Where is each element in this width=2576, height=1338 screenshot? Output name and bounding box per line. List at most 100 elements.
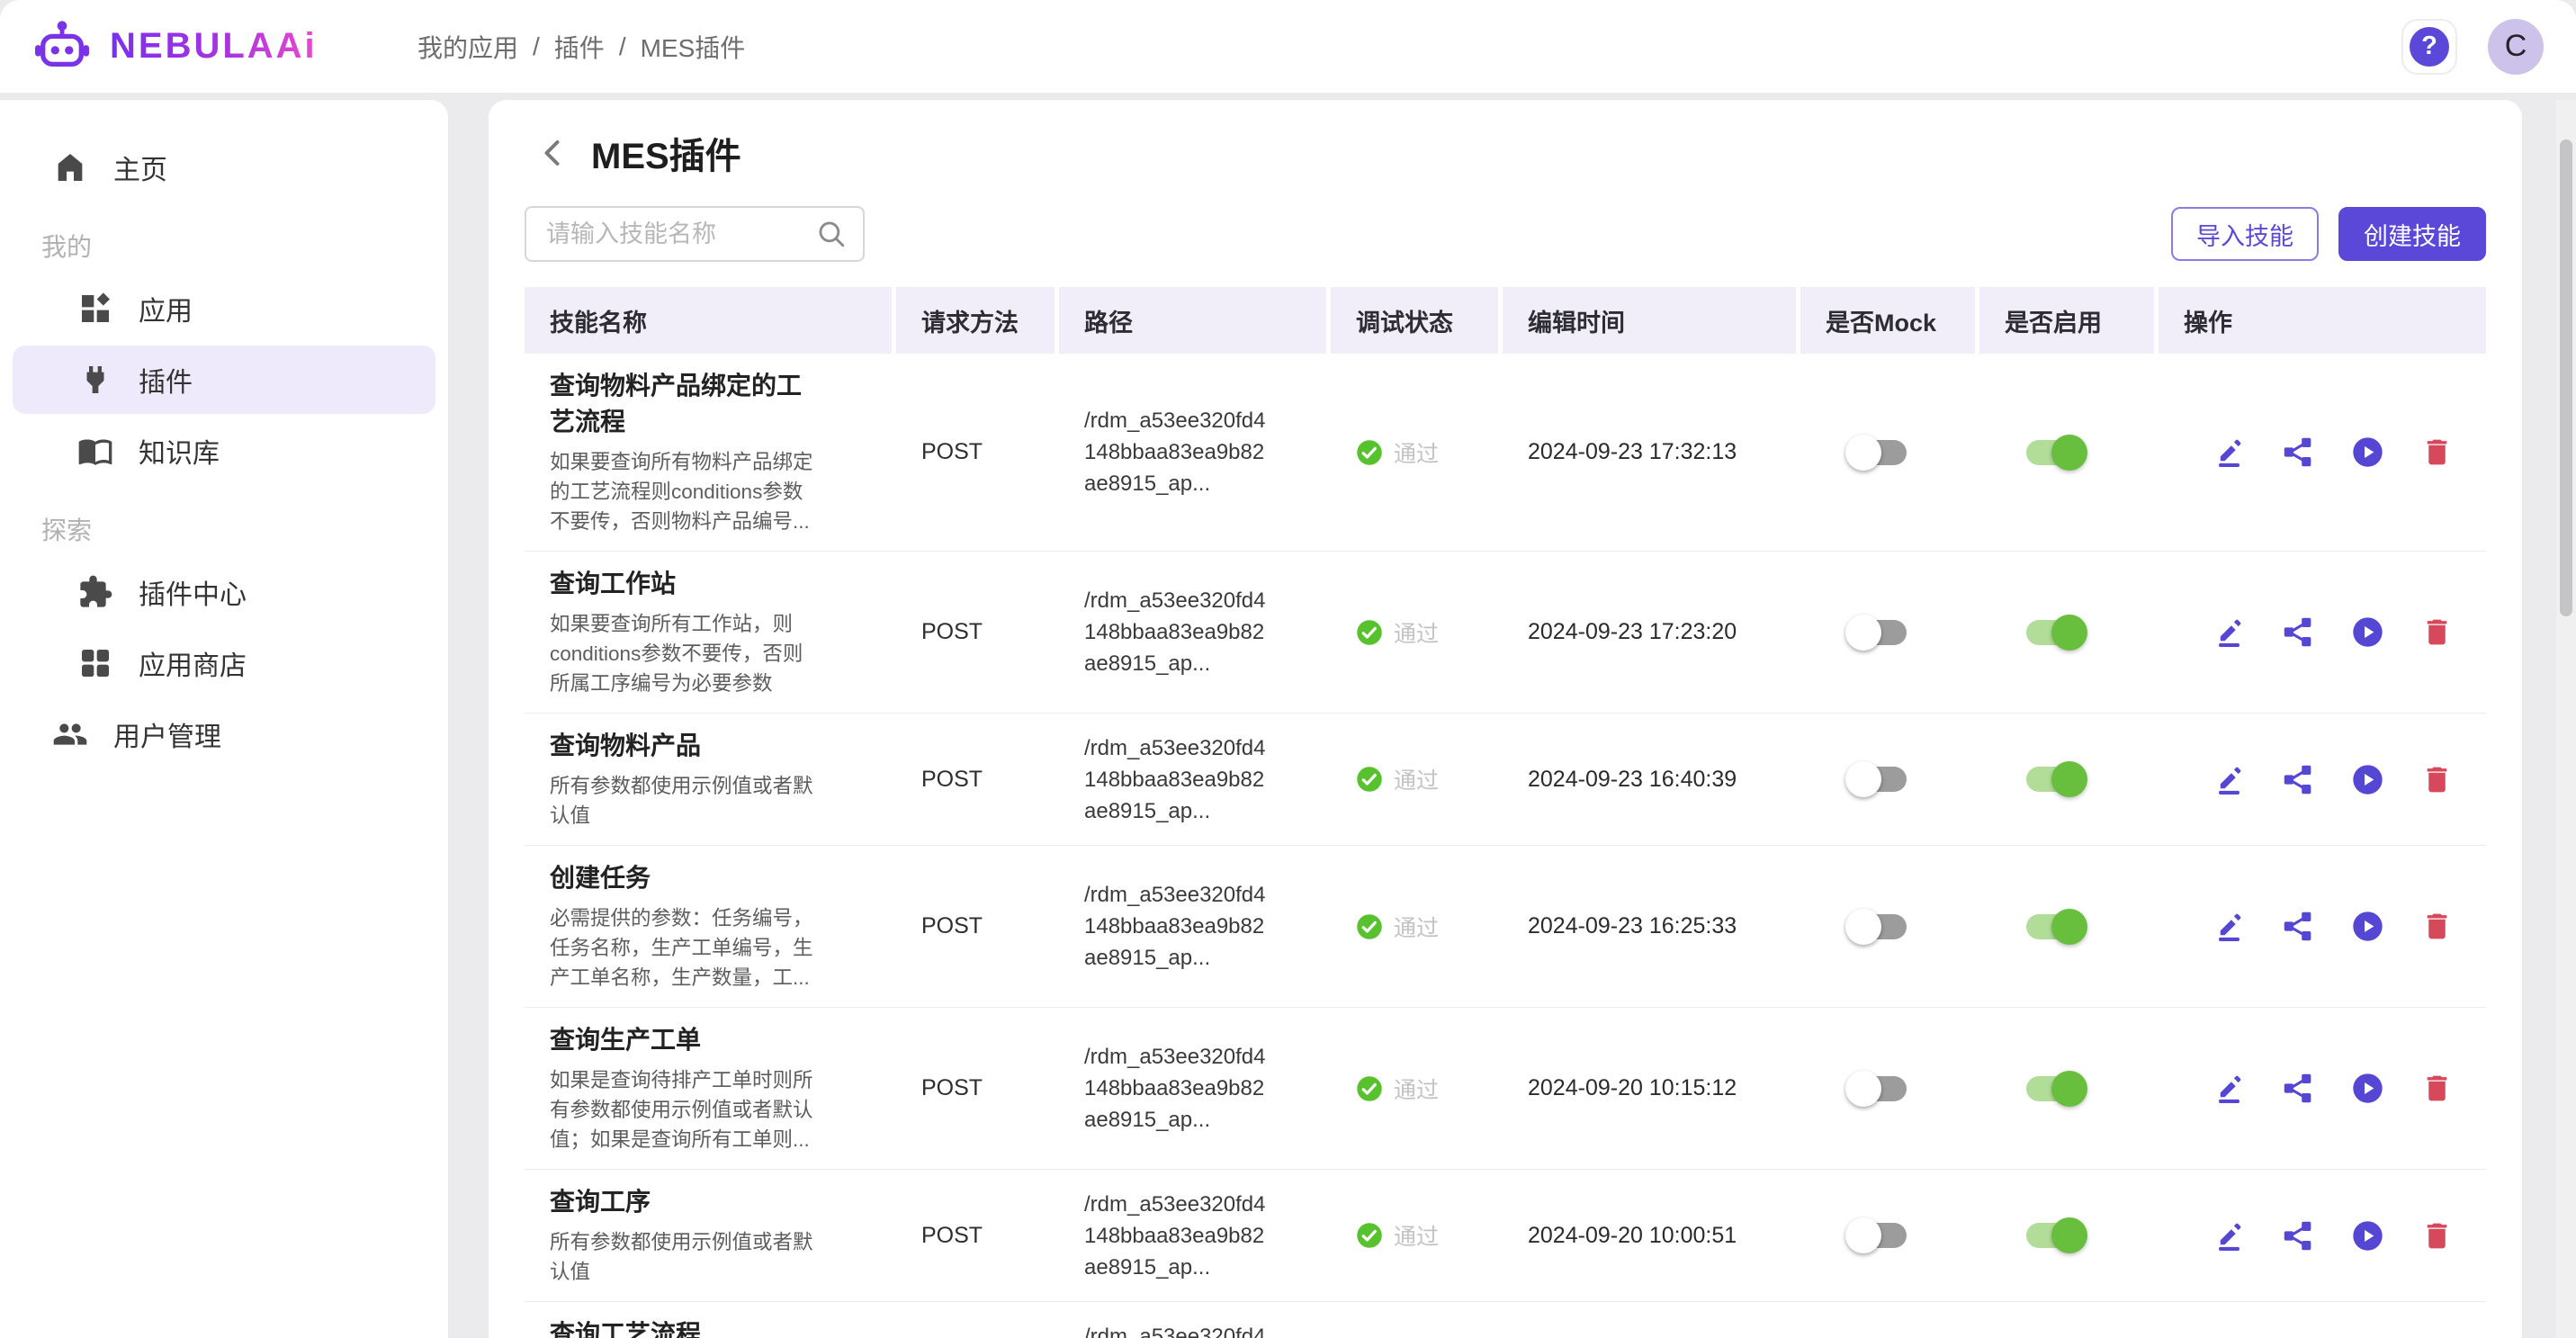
enabled-toggle[interactable]: [2026, 614, 2087, 651]
skill-name: 查询工艺流程: [550, 1320, 702, 1338]
sidebar-item-apps[interactable]: 应用: [13, 274, 435, 343]
share-icon[interactable]: [2282, 1072, 2315, 1105]
sidebar-item-plugins[interactable]: 插件: [13, 346, 435, 414]
mock-toggle[interactable]: [1845, 434, 1907, 471]
enabled-toggle[interactable]: [2026, 1070, 2087, 1107]
search-icon[interactable]: [816, 219, 847, 249]
sidebar-item-label: 用户管理: [113, 723, 221, 752]
chevron-left-icon: [544, 140, 560, 166]
edit-icon[interactable]: [2212, 1072, 2246, 1105]
sidebar-item-user-management[interactable]: 用户管理: [13, 700, 435, 768]
breadcrumb-plugins[interactable]: 插件: [553, 33, 605, 62]
sidebar-item-label: 插件: [139, 368, 193, 398]
run-play-icon[interactable]: [2351, 1072, 2384, 1105]
run-play-icon[interactable]: [2351, 436, 2384, 469]
skill-description: 必需提供的参数：任务编号，任务名称，生产工单编号，生产工单名称，生产数量，工..…: [550, 907, 813, 989]
import-skill-button[interactable]: 导入技能: [2171, 207, 2319, 261]
check-circle-icon: [1357, 1223, 1382, 1248]
main-content: MES插件 导入技能 创建技能 技能名称请求方法路径调试状态编辑时间是否Mock…: [489, 100, 2522, 1338]
table-row: 创建任务 必需提供的参数：任务编号，任务名称，生产工单编号，生产工单名称，生产数…: [525, 846, 2486, 1008]
sidebar-section-mine: 我的: [41, 233, 93, 261]
table-row: 查询物料产品绑定的工艺流程 如果要查询所有物料产品绑定的工艺流程则conditi…: [525, 354, 2486, 552]
edit-icon[interactable]: [2212, 1219, 2246, 1253]
request-method: POST: [921, 619, 983, 644]
run-play-icon[interactable]: [2351, 615, 2384, 649]
debug-status: 通过: [1331, 1219, 1498, 1252]
enabled-toggle[interactable]: [2026, 908, 2087, 945]
request-method: POST: [921, 766, 983, 792]
skill-description: 如果是查询待排产工单时则所有参数都使用示例值或者默认值；如果是查询所有工单则..…: [550, 1069, 813, 1151]
mock-toggle[interactable]: [1845, 1070, 1907, 1107]
mock-toggle[interactable]: [1845, 908, 1907, 945]
check-circle-icon: [1357, 767, 1382, 792]
scrollbar-thumb[interactable]: [2560, 139, 2572, 616]
share-icon[interactable]: [2282, 763, 2315, 796]
table-header: 技能名称 请求方法 路径 调试状态 编辑时间 是否Mock 是否启用 操作: [525, 287, 2486, 354]
breadcrumb-my-apps[interactable]: 我的应用: [417, 33, 519, 62]
request-method: POST: [921, 1222, 983, 1248]
create-skill-button[interactable]: 创建技能: [2338, 207, 2486, 261]
status-text: 通过: [1394, 621, 1440, 647]
skill-description: 所有参数都使用示例值或者默认值: [550, 775, 813, 827]
edit-icon[interactable]: [2212, 436, 2246, 469]
delete-icon[interactable]: [2420, 615, 2454, 649]
book-icon: [77, 433, 113, 469]
share-icon[interactable]: [2282, 615, 2315, 649]
skill-description: 所有参数都使用示例值或者默认值: [550, 1231, 813, 1283]
sidebar-item-home[interactable]: 主页: [13, 133, 435, 202]
puzzle-icon: [77, 574, 113, 610]
enabled-toggle[interactable]: [2026, 434, 2087, 471]
share-icon[interactable]: [2282, 910, 2315, 943]
delete-icon[interactable]: [2420, 1072, 2454, 1105]
mock-toggle[interactable]: [1845, 614, 1907, 651]
status-text: 通过: [1394, 441, 1440, 467]
edited-time: 2024-09-23 17:23:20: [1528, 619, 1737, 644]
skill-path: /rdm_a53ee320fd4148bbaa83ea9b82ae8915_ap…: [1084, 1045, 1266, 1132]
skill-path: /rdm_a53ee320fd4148bbaa83ea9b82ae8915_ap…: [1084, 588, 1266, 676]
avatar[interactable]: C: [2488, 18, 2544, 75]
edit-icon[interactable]: [2212, 910, 2246, 943]
help-button[interactable]: ?: [2401, 18, 2457, 75]
delete-icon[interactable]: [2420, 910, 2454, 943]
status-text: 通过: [1394, 1077, 1440, 1103]
sidebar-item-knowledge[interactable]: 知识库: [13, 417, 435, 485]
edited-time: 2024-09-23 16:40:39: [1528, 766, 1737, 792]
column-header: 路径: [1059, 287, 1326, 354]
sidebar-item-label: 应用商店: [139, 651, 247, 681]
mock-toggle[interactable]: [1845, 761, 1907, 797]
status-text: 通过: [1394, 768, 1440, 794]
share-icon[interactable]: [2282, 436, 2315, 469]
brand-name: NEBULAAi: [110, 26, 318, 66]
edit-icon[interactable]: [2212, 615, 2246, 649]
status-text: 通过: [1394, 915, 1440, 941]
skill-path: /rdm_a53ee320fd4148bbaa83ea9b82ae8915_ap…: [1084, 1191, 1266, 1280]
run-play-icon[interactable]: [2351, 763, 2384, 796]
column-header: 是否Mock: [1800, 287, 1975, 354]
edited-time: 2024-09-23 17:32:13: [1528, 439, 1737, 464]
sidebar-item-plugin-center[interactable]: 插件中心: [13, 558, 435, 626]
edited-time: 2024-09-23 16:25:33: [1528, 913, 1737, 938]
delete-icon[interactable]: [2420, 436, 2454, 469]
table-row: 查询物料产品 所有参数都使用示例值或者默认值 POST /rdm_a53ee32…: [525, 714, 2486, 846]
scrollbar-track: [2556, 100, 2576, 1338]
robot-logo-icon: [34, 20, 90, 67]
edit-icon[interactable]: [2212, 763, 2246, 796]
run-play-icon[interactable]: [2351, 1219, 2384, 1253]
run-play-icon[interactable]: [2351, 910, 2384, 943]
plug-icon: [77, 362, 113, 398]
mock-toggle[interactable]: [1845, 1217, 1907, 1253]
share-icon[interactable]: [2282, 1219, 2315, 1253]
delete-icon[interactable]: [2420, 763, 2454, 796]
home-icon: [52, 149, 88, 185]
delete-icon[interactable]: [2420, 1219, 2454, 1253]
sidebar-item-label: 应用: [139, 297, 193, 327]
enabled-toggle[interactable]: [2026, 761, 2087, 797]
enabled-toggle[interactable]: [2026, 1217, 2087, 1253]
back-button[interactable]: [537, 137, 570, 169]
check-circle-icon: [1357, 439, 1382, 465]
skill-path: /rdm_a53ee320fd4148bbaa83ea9b82ae8915_ap…: [1084, 1324, 1266, 1338]
sidebar-item-app-store[interactable]: 应用商店: [13, 629, 435, 697]
debug-status: 通过: [1331, 436, 1498, 469]
question-icon: ?: [2410, 26, 2449, 67]
search-input[interactable]: [546, 220, 816, 248]
